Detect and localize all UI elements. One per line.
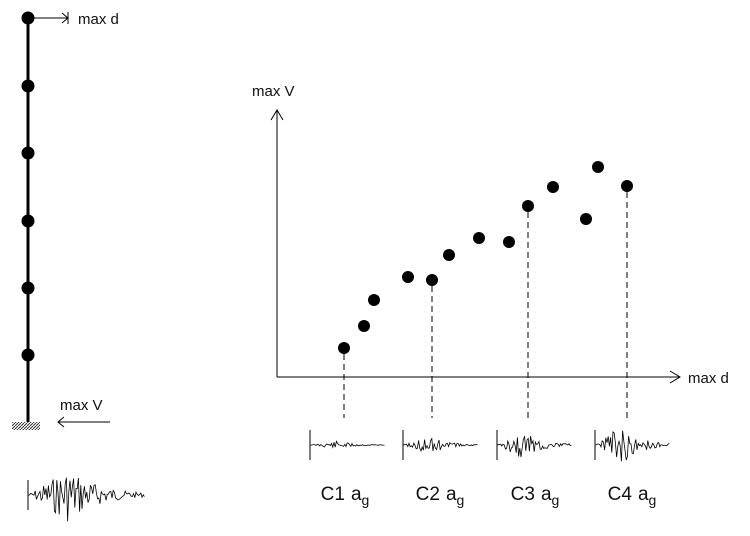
records: C1 ag C2 ag C3 ag C4 ag: [309, 430, 670, 508]
record-sub: g: [552, 492, 560, 508]
base-seismogram: [27, 477, 145, 522]
record-factor: C2: [416, 484, 440, 505]
record-factor: C4: [608, 484, 633, 505]
y-axis-label: max V: [252, 83, 295, 100]
seismogram: [309, 440, 385, 449]
record-sub: g: [457, 492, 465, 508]
points: [338, 161, 633, 354]
axes: [270, 109, 681, 384]
record-label: C4 ag: [608, 484, 657, 508]
seismogram: [496, 435, 572, 458]
column-top-label: max d: [78, 11, 119, 28]
seismogram: [402, 437, 478, 452]
record-factor: C1: [321, 484, 345, 505]
dashed-links: [343, 192, 628, 418]
x-axis-label: max d: [688, 370, 729, 387]
record-base: a: [638, 484, 649, 505]
record-factor: C3: [511, 484, 535, 505]
column-base-label: max V: [60, 397, 103, 414]
record-base: a: [541, 484, 552, 505]
record-label: C1 ag: [321, 484, 370, 508]
record-base: a: [446, 484, 457, 505]
record-sub: g: [649, 492, 657, 508]
seismogram: [594, 430, 670, 462]
record-sub: g: [362, 492, 370, 508]
record-label: C2 ag: [416, 484, 465, 508]
seismogram: [27, 477, 145, 522]
column: [12, 11, 110, 430]
record-base: a: [351, 484, 362, 505]
record-label: C3 ag: [511, 484, 560, 508]
